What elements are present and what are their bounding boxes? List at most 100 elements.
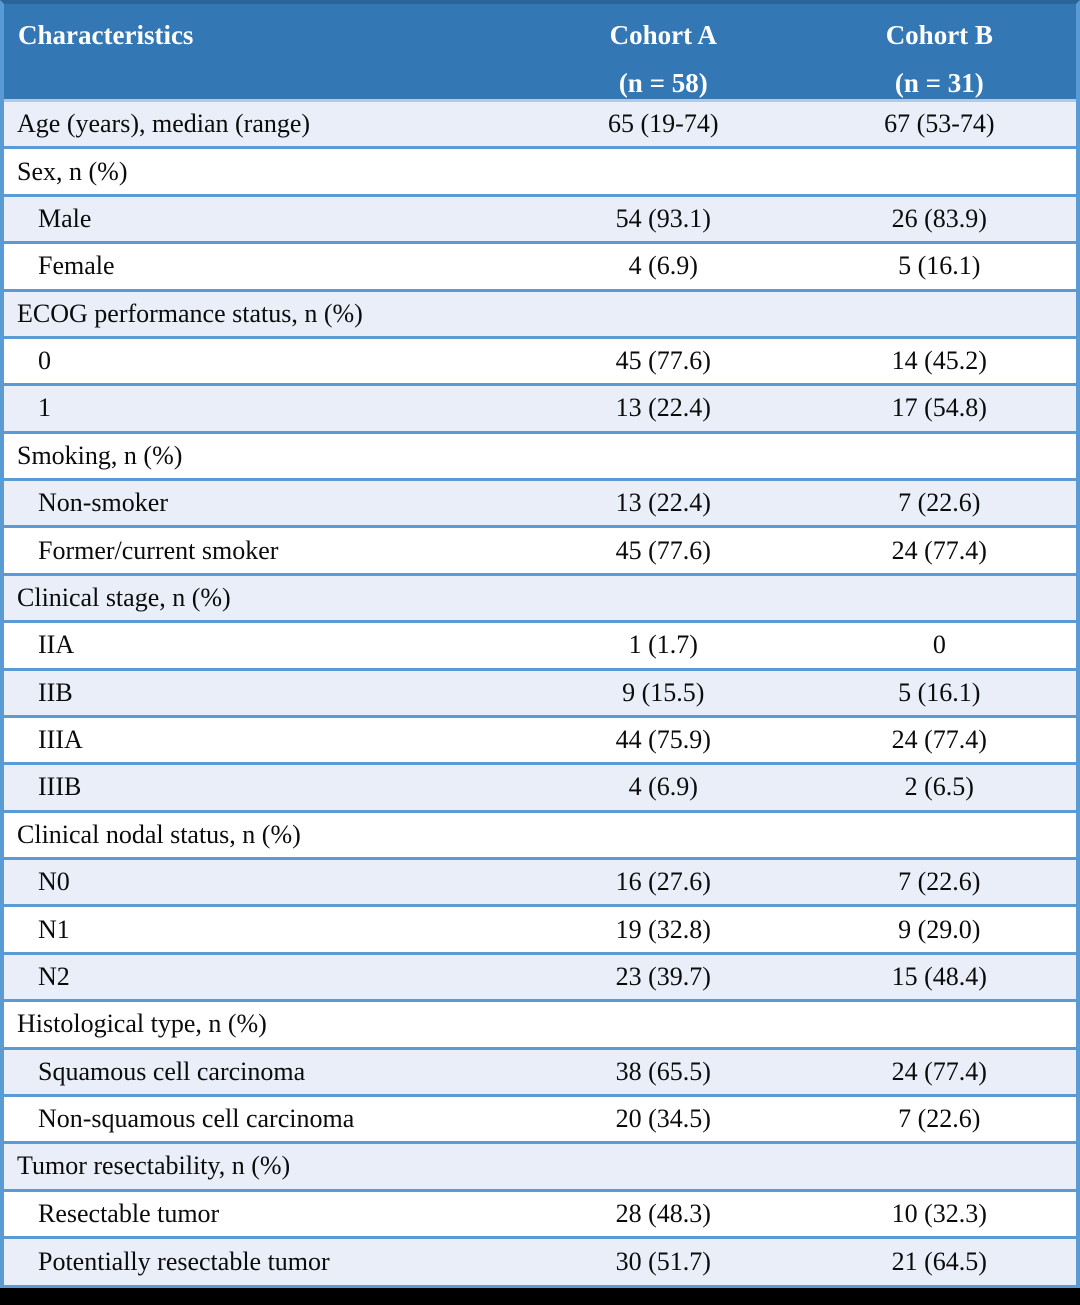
cohort-a-value: 23 (39.7) (523, 951, 803, 1001)
row-label: IIB (4, 667, 524, 717)
table-row: Non-squamous cell carcinoma 20 (34.5) 7 (2… (4, 1093, 1076, 1143)
table-header: Characteristics Cohort A (n = 58) Cohort… (4, 4, 1076, 102)
header-cohort-b-n: (n = 31) (894, 68, 984, 98)
row-label: Non-squamous cell carcinoma (4, 1093, 524, 1143)
cohort-a-value (523, 1141, 803, 1191)
cohort-b-value (802, 288, 1076, 338)
cohort-a-value: 30 (51.7) (523, 1236, 803, 1285)
cohort-b-value: 21 (64.5) (802, 1236, 1076, 1285)
cohort-a-value (523, 288, 803, 338)
row-label: IIA (4, 620, 524, 669)
header-cohort-a-n: (n = 58) (618, 68, 708, 98)
table-row: IIIA 44 (75.9) 24 (77.4) (4, 714, 1076, 764)
table-row: Sex, n (%) (4, 146, 1076, 196)
cohort-a-value (523, 999, 803, 1048)
row-label: Clinical stage, n (%) (4, 572, 524, 622)
cohort-b-value (802, 146, 1076, 196)
cohort-b-value: 7 (22.6) (802, 856, 1076, 906)
row-label: Sex, n (%) (4, 146, 524, 196)
cohort-a-value: 4 (6.9) (523, 241, 803, 290)
row-label: Potentially resectable tumor (4, 1236, 524, 1285)
table-row: ECOG performance status, n (%) (4, 288, 1076, 338)
cohort-a-value: 38 (65.5) (523, 1046, 803, 1096)
cohort-b-value: 0 (802, 620, 1076, 669)
table-row: Clinical nodal status, n (%) (4, 809, 1076, 859)
cohort-b-value: 14 (45.2) (802, 335, 1076, 385)
row-label: ECOG performance status, n (%) (4, 288, 524, 338)
cohort-a-value: 20 (34.5) (523, 1093, 803, 1143)
row-label: 0 (4, 335, 524, 385)
row-label: N2 (4, 951, 524, 1001)
header-cohort-a-label: Cohort A (609, 20, 717, 50)
table-row: Smoking, n (%) (4, 430, 1076, 480)
cohort-a-value: 16 (27.6) (523, 856, 803, 906)
header-cohort-b: Cohort B (n = 31) (802, 4, 1076, 102)
cohort-b-value: 2 (6.5) (802, 762, 1076, 812)
cohort-b-value (802, 572, 1076, 622)
row-label: Resectable tumor (4, 1188, 524, 1238)
table-row: Female 4 (6.9) 5 (16.1) (4, 241, 1076, 290)
table-row: Male 54 (93.1) 26 (83.9) (4, 193, 1076, 243)
cohort-b-value: 7 (22.6) (802, 477, 1076, 527)
header-cohort-a: Cohort A (n = 58) (523, 4, 803, 102)
row-label: Squamous cell carcinoma (4, 1046, 524, 1096)
table-row: Resectable tumor 28 (48.3) 10 (32.3) (4, 1188, 1076, 1238)
cohort-a-value (523, 809, 803, 859)
row-label: Clinical nodal status, n (%) (4, 809, 524, 859)
table-row: Squamous cell carcinoma 38 (65.5) 24 (77.4… (4, 1046, 1076, 1096)
table-row: Histological type, n (%) (4, 999, 1076, 1048)
cohort-a-value: 19 (32.8) (523, 904, 803, 954)
table-row: Non-smoker 13 (22.4) 7 (22.6) (4, 477, 1076, 527)
cohort-a-value: 13 (22.4) (523, 383, 803, 433)
cohort-b-value (802, 1141, 1076, 1191)
table-row: 0 45 (77.6) 14 (45.2) (4, 335, 1076, 385)
cohort-b-value: 24 (77.4) (802, 714, 1076, 764)
cohort-a-value (523, 146, 803, 196)
table-row: Potentially resectable tumor 30 (51.7) 21 … (4, 1236, 1076, 1285)
header-characteristics: Characteristics (4, 4, 524, 102)
cohort-a-value: 13 (22.4) (523, 477, 803, 527)
table-row: Former/current smoker 45 (77.6) 24 (77.4) (4, 525, 1076, 575)
cohort-a-value: 28 (48.3) (523, 1188, 803, 1238)
row-label: Histological type, n (%) (4, 999, 524, 1048)
table-row: N0 16 (27.6) 7 (22.6) (4, 856, 1076, 906)
row-label: Non-smoker (4, 477, 524, 527)
table-row: N2 23 (39.7) 15 (48.4) (4, 951, 1076, 1001)
cohort-a-value: 45 (77.6) (523, 525, 803, 575)
cohort-b-value: 10 (32.3) (802, 1188, 1076, 1238)
row-label: Former/current smoker (4, 525, 524, 575)
table-row: Clinical stage, n (%) (4, 572, 1076, 622)
cohort-b-value (802, 809, 1076, 859)
row-label: Smoking, n (%) (4, 430, 524, 480)
cohort-b-value: 15 (48.4) (802, 951, 1076, 1001)
row-label: Age (years), median (range) (4, 100, 524, 148)
table-row: IIB 9 (15.5) 5 (16.1) (4, 667, 1076, 717)
row-label: IIIA (4, 714, 524, 764)
table-row: IIA 1 (1.7) 0 (4, 620, 1076, 669)
cohort-a-value: 44 (75.9) (523, 714, 803, 764)
cohort-b-value: 5 (16.1) (802, 667, 1076, 717)
row-label: N1 (4, 904, 524, 954)
header-row: Characteristics Cohort A (n = 58) Cohort… (4, 4, 1076, 102)
table-row: Tumor resectability, n (%) (4, 1141, 1076, 1191)
cohort-b-value: 5 (16.1) (802, 241, 1076, 290)
data-table: Characteristics Cohort A (n = 58) Cohort… (4, 4, 1076, 1285)
header-characteristics-label: Characteristics (18, 20, 194, 50)
row-label: Tumor resectability, n (%) (4, 1141, 524, 1191)
cohort-b-value (802, 999, 1076, 1048)
header-cohort-b-label: Cohort B (885, 20, 993, 50)
cohort-a-value: 45 (77.6) (523, 335, 803, 385)
cohort-a-value: 65 (19-74) (523, 100, 803, 148)
cohort-b-value: 26 (83.9) (802, 193, 1076, 243)
table-row: Age (years), median (range) 65 (19-74) 67 … (4, 100, 1076, 148)
cohort-a-value: 54 (93.1) (523, 193, 803, 243)
cohort-b-value: 7 (22.6) (802, 1093, 1076, 1143)
cohort-a-value (523, 430, 803, 480)
cohort-b-value: 24 (77.4) (802, 525, 1076, 575)
row-label: IIIB (4, 762, 524, 812)
row-label: Male (4, 193, 524, 243)
row-label: N0 (4, 856, 524, 906)
cohort-a-value: 9 (15.5) (523, 667, 803, 717)
